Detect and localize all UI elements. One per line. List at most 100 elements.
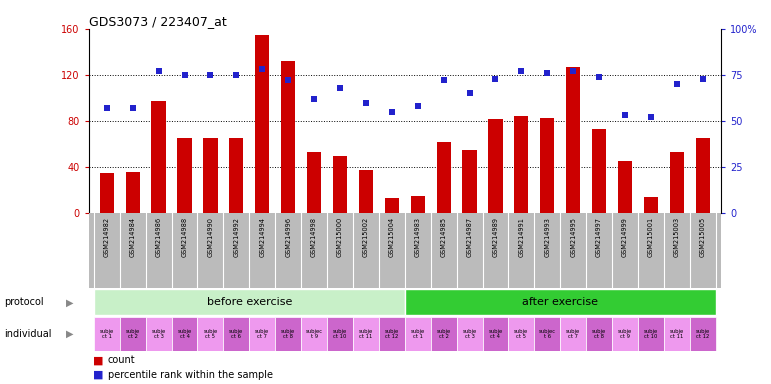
Text: GSM214988: GSM214988 xyxy=(181,217,187,257)
Bar xyxy=(249,317,275,351)
Text: GSM214999: GSM214999 xyxy=(622,217,628,257)
Text: GSM215004: GSM215004 xyxy=(389,217,395,257)
Bar xyxy=(618,161,632,213)
Point xyxy=(567,68,579,74)
Text: subje
ct 2: subje ct 2 xyxy=(126,329,140,339)
Point xyxy=(696,76,709,82)
Text: subje
ct 3: subje ct 3 xyxy=(151,329,166,339)
Point xyxy=(645,114,657,120)
Bar xyxy=(592,129,606,213)
Bar xyxy=(126,172,140,213)
Text: GSM215001: GSM215001 xyxy=(648,217,654,257)
Point xyxy=(334,85,346,91)
Text: GSM215005: GSM215005 xyxy=(700,217,705,257)
Bar xyxy=(670,152,684,213)
Point xyxy=(178,72,190,78)
Text: subje
ct 7: subje ct 7 xyxy=(255,329,269,339)
Text: GSM214993: GSM214993 xyxy=(544,217,550,257)
Point xyxy=(463,90,476,96)
Text: GSM214995: GSM214995 xyxy=(571,217,576,257)
Text: subje
ct 9: subje ct 9 xyxy=(618,329,632,339)
Bar xyxy=(586,317,612,351)
Text: before exercise: before exercise xyxy=(207,297,292,308)
Bar xyxy=(436,142,451,213)
Text: subje
ct 1: subje ct 1 xyxy=(411,329,425,339)
Text: GSM214991: GSM214991 xyxy=(518,217,524,257)
Text: subje
ct 5: subje ct 5 xyxy=(204,329,217,339)
Bar xyxy=(638,317,664,351)
Bar xyxy=(644,197,658,213)
Text: GSM214989: GSM214989 xyxy=(493,217,499,257)
Text: after exercise: after exercise xyxy=(522,297,598,308)
Bar xyxy=(146,317,172,351)
Text: subje
ct 8: subje ct 8 xyxy=(592,329,606,339)
Bar xyxy=(540,118,554,213)
Bar xyxy=(514,116,528,213)
Bar xyxy=(99,173,114,213)
Text: subje
ct 6: subje ct 6 xyxy=(229,329,244,339)
Bar xyxy=(483,317,508,351)
Point xyxy=(153,68,165,74)
Point xyxy=(386,109,398,115)
Bar xyxy=(94,290,405,315)
Bar xyxy=(456,317,483,351)
Bar xyxy=(385,198,399,213)
Bar xyxy=(690,317,715,351)
Text: subje
ct 12: subje ct 12 xyxy=(695,329,710,339)
Bar xyxy=(411,196,425,213)
Point xyxy=(490,76,502,82)
Bar xyxy=(224,317,249,351)
Text: GSM214985: GSM214985 xyxy=(441,217,446,257)
Text: ▶: ▶ xyxy=(66,329,73,339)
Text: count: count xyxy=(108,356,136,366)
Bar xyxy=(379,317,405,351)
Text: GSM214987: GSM214987 xyxy=(466,217,473,257)
Bar xyxy=(204,138,217,213)
Bar xyxy=(353,317,379,351)
Text: protocol: protocol xyxy=(4,297,43,308)
Text: subje
ct 2: subje ct 2 xyxy=(436,329,451,339)
Bar xyxy=(405,290,715,315)
Text: GSM215003: GSM215003 xyxy=(674,217,680,257)
Bar xyxy=(327,317,353,351)
Text: subje
ct 4: subje ct 4 xyxy=(177,329,192,339)
Text: percentile rank within the sample: percentile rank within the sample xyxy=(108,370,273,380)
Text: GSM215002: GSM215002 xyxy=(363,217,369,257)
Text: subjec
t 9: subjec t 9 xyxy=(305,329,322,339)
Text: subje
ct 11: subje ct 11 xyxy=(670,329,684,339)
Bar xyxy=(488,119,503,213)
Text: subjec
t 6: subjec t 6 xyxy=(539,329,556,339)
Bar xyxy=(431,317,456,351)
Text: GSM214997: GSM214997 xyxy=(596,217,602,257)
Text: GSM214990: GSM214990 xyxy=(207,217,214,257)
Point xyxy=(204,72,217,78)
Point xyxy=(126,105,139,111)
Point xyxy=(360,99,372,106)
Text: GSM214996: GSM214996 xyxy=(285,217,291,257)
Text: ▶: ▶ xyxy=(66,297,73,308)
Point xyxy=(282,77,295,83)
Bar xyxy=(612,317,638,351)
Text: subje
ct 1: subje ct 1 xyxy=(99,329,114,339)
Point xyxy=(541,70,554,76)
Bar xyxy=(94,317,120,351)
Text: GSM214992: GSM214992 xyxy=(234,217,239,257)
Bar xyxy=(229,138,244,213)
Text: GDS3073 / 223407_at: GDS3073 / 223407_at xyxy=(89,15,227,28)
Bar xyxy=(561,317,586,351)
Text: GSM214998: GSM214998 xyxy=(311,217,317,257)
Text: subje
ct 10: subje ct 10 xyxy=(644,329,658,339)
Bar xyxy=(695,138,710,213)
Bar xyxy=(301,317,327,351)
Text: subje
ct 12: subje ct 12 xyxy=(385,329,399,339)
Bar xyxy=(197,317,224,351)
Bar xyxy=(664,317,690,351)
Point xyxy=(437,77,449,83)
Bar xyxy=(405,317,431,351)
Bar xyxy=(463,150,476,213)
Text: GSM215000: GSM215000 xyxy=(337,217,343,257)
Text: ■: ■ xyxy=(93,356,103,366)
Point xyxy=(619,113,631,119)
Text: subje
ct 11: subje ct 11 xyxy=(359,329,373,339)
Bar xyxy=(172,317,197,351)
